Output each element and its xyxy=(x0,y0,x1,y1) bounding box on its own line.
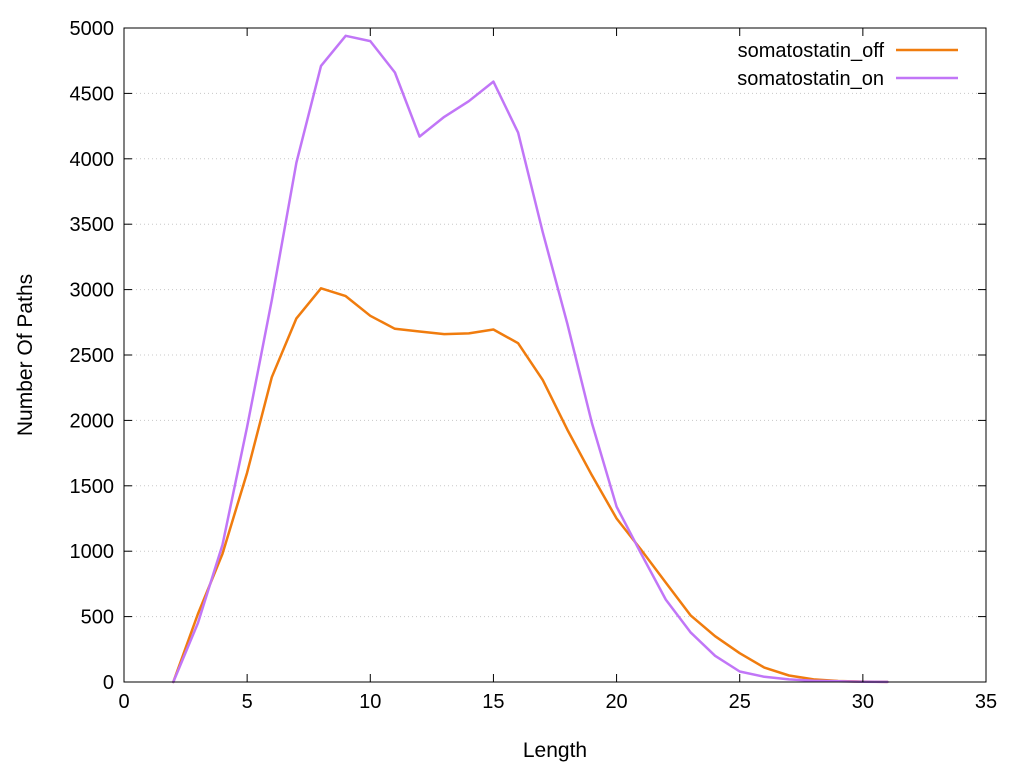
y-tick-label: 500 xyxy=(81,607,114,629)
x-tick-label: 0 xyxy=(118,691,129,713)
y-tick-label: 3000 xyxy=(70,280,115,302)
x-tick-label: 5 xyxy=(242,691,253,713)
x-tick-label: 20 xyxy=(605,691,627,713)
x-tick-label: 30 xyxy=(852,691,874,713)
series-layer xyxy=(172,34,889,684)
x-tick-label: 10 xyxy=(359,691,381,713)
legend-label: somatostatin_on xyxy=(737,68,884,90)
x-tick-label: 15 xyxy=(482,691,504,713)
y-tick-label: 4000 xyxy=(70,149,115,171)
y-tick-label: 5000 xyxy=(70,18,115,40)
y-axis-label: Number Of Paths xyxy=(14,274,37,436)
y-tick-label: 2500 xyxy=(70,345,115,367)
x-axis-label: Length xyxy=(523,739,587,762)
y-tick-label: 0 xyxy=(103,672,114,694)
y-tick-label: 2000 xyxy=(70,410,115,432)
series-line-somatostatin-on xyxy=(172,34,889,684)
y-tick-label: 1500 xyxy=(70,476,115,498)
axis-ticks: 0 500 1000 1500 2000 2500 3000 3500 4000 4500 5000… xyxy=(70,18,998,713)
y-tick-label: 4500 xyxy=(70,83,115,105)
y-tick-label: 1000 xyxy=(70,541,115,563)
legend: somatostatin_off somatostatin_on xyxy=(737,40,958,90)
series-line-somatostatin-off xyxy=(172,287,889,684)
x-tick-label: 25 xyxy=(729,691,751,713)
legend-label: somatostatin_off xyxy=(738,40,885,62)
y-tick-label: 3500 xyxy=(70,214,115,236)
x-tick-label: 35 xyxy=(975,691,997,713)
